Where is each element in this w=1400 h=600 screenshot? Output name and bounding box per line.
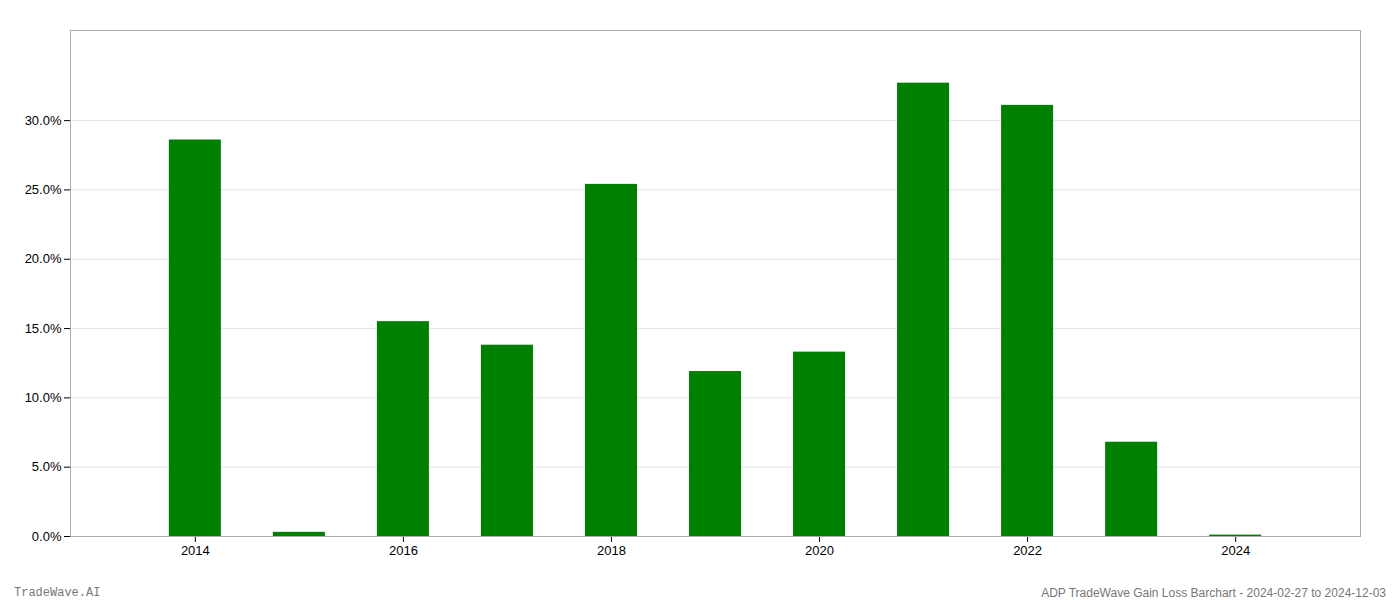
svg-text:2018: 2018 xyxy=(597,543,626,558)
svg-text:2020: 2020 xyxy=(805,543,834,558)
svg-text:2022: 2022 xyxy=(1013,543,1042,558)
svg-text:15.0%: 15.0% xyxy=(25,321,62,336)
svg-text:25.0%: 25.0% xyxy=(25,182,62,197)
svg-text:2016: 2016 xyxy=(389,543,418,558)
svg-text:10.0%: 10.0% xyxy=(25,390,62,405)
svg-text:5.0%: 5.0% xyxy=(32,459,62,474)
html-text:TradeWave.AI: TradeWave.AI xyxy=(14,586,101,600)
svg-text:0.0%: 0.0% xyxy=(32,529,62,544)
svg-text:2024: 2024 xyxy=(1221,543,1250,558)
svg-text:2014: 2014 xyxy=(181,543,210,558)
html-text:ADP TradeWave Gain Loss Barcha: ADP TradeWave Gain Loss Barchart - 2024-… xyxy=(1041,586,1386,600)
svg-text:30.0%: 30.0% xyxy=(25,113,62,128)
svg-text:20.0%: 20.0% xyxy=(25,251,62,266)
